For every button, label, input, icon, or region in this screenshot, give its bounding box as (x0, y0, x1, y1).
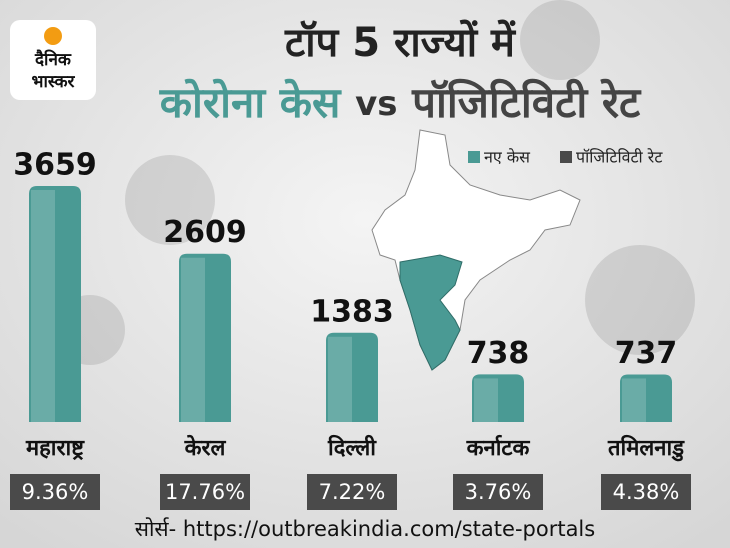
rate-label: 9.36% (22, 480, 89, 504)
chart-subtitle: कोरोना केस vs पॉजिटिविटी रेट (159, 78, 642, 127)
category-label: कर्नाटक (466, 434, 531, 461)
rate-label: 4.38% (613, 480, 680, 504)
subtitle-part: vs (355, 84, 397, 124)
legend-label: नए केस (484, 148, 531, 167)
logo-box (10, 20, 96, 100)
bar (326, 332, 378, 422)
bar (179, 253, 231, 422)
bar-value-label: 737 (615, 336, 678, 371)
rate-box (160, 474, 250, 510)
bar-value-label: 1383 (310, 294, 394, 329)
bar-highlight (622, 378, 646, 422)
source-note: सोर्स- https://outbreakindia.com/state-p… (135, 517, 595, 541)
bar-highlight (181, 257, 205, 422)
bar (620, 374, 672, 422)
india-map (371, 129, 581, 371)
category-label: तमिलनाडु (607, 434, 685, 462)
bar-value-label: 738 (467, 336, 530, 371)
rate-label: 17.76% (165, 480, 245, 504)
legend-swatch (560, 151, 572, 163)
logo-sun (44, 27, 62, 45)
category-label: दिल्ली (327, 434, 377, 461)
bar-value-label: 3659 (13, 148, 97, 183)
bar-highlight (474, 378, 498, 422)
bar (29, 186, 81, 422)
bar (472, 374, 524, 422)
rate-box (453, 474, 543, 510)
rate-box (10, 474, 100, 510)
bar-highlight (31, 190, 55, 422)
bar-value-label: 2609 (163, 215, 247, 250)
rate-label: 7.22% (319, 480, 386, 504)
rate-label: 3.76% (465, 480, 532, 504)
rate-box (601, 474, 691, 510)
legend-label: पॉजिटिविटी रेट (576, 148, 663, 167)
chart-title: टॉप 5 राज्यों में (284, 19, 517, 66)
legend-swatch (468, 151, 480, 163)
rate-box (307, 474, 397, 510)
subtitle-part: पॉजिटिविटी रेट (411, 78, 642, 127)
category-label: केरल (184, 434, 227, 461)
logo-text: भास्कर (32, 72, 76, 92)
bar-highlight (328, 336, 352, 422)
logo-text: दैनिक (34, 49, 72, 70)
subtitle-part: कोरोना केस (159, 78, 342, 127)
category-label: महाराष्ट्र (25, 436, 85, 461)
